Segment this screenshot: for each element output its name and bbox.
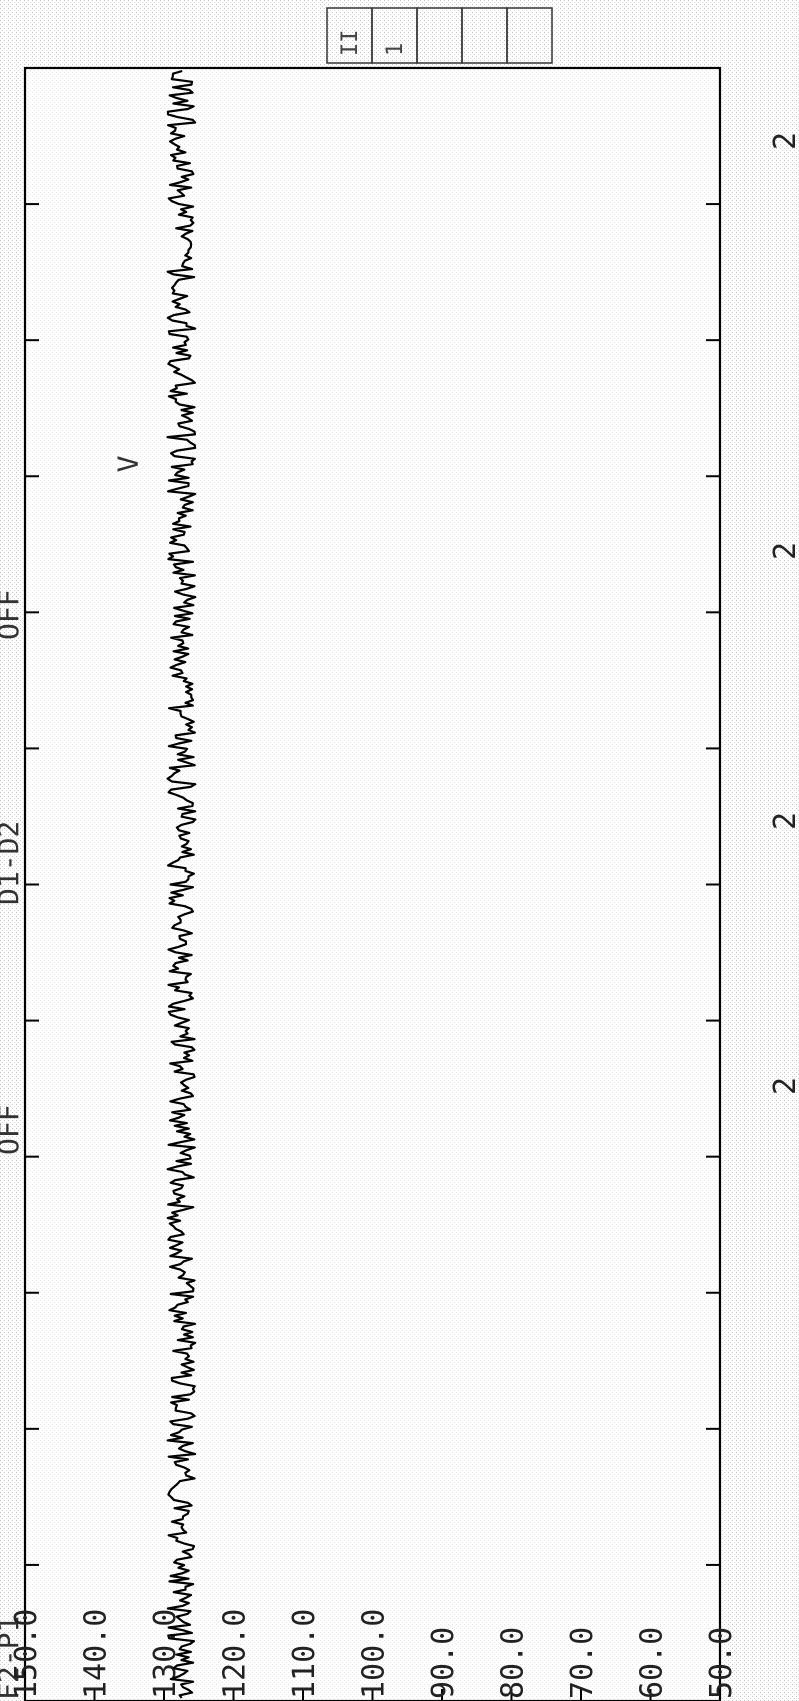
value-tick-label: 140.0 [79, 1609, 114, 1699]
header-channel: F2-P1 [0, 1616, 25, 1700]
edge-label: 2 [768, 1077, 799, 1095]
value-tick-label: 150.0 [9, 1609, 44, 1699]
time-axis [25, 67, 720, 1701]
value-tick-label: 110.0 [287, 1609, 322, 1699]
indicator-box-label: II [338, 30, 363, 57]
edge-label: 2 [768, 812, 799, 830]
event-marker: V [111, 455, 144, 472]
plot-area [25, 68, 720, 1701]
header-state-a: OFF [0, 1104, 25, 1155]
edge-label: 2 [768, 542, 799, 560]
data-trace [166, 69, 197, 1699]
value-tick-label: 60.0 [635, 1627, 670, 1699]
header-labels: F2-P1 OFF D1-D2 OFF [0, 589, 25, 1700]
bottom-labels: 2 2 2 2 [768, 132, 799, 1095]
header-state-c: OFF [0, 589, 25, 640]
indicator-boxes: II 1 [326, 7, 553, 64]
indicator-box-label: 1 [383, 43, 408, 56]
value-tick-label: 50.0 [704, 1627, 739, 1699]
value-tick-label: 70.0 [565, 1627, 600, 1699]
value-tick-label: 100.0 [357, 1609, 392, 1699]
edge-label: 2 [768, 132, 799, 150]
value-tick-label: 120.0 [218, 1609, 253, 1699]
value-tick-label: 90.0 [426, 1627, 461, 1699]
value-tick-label: 80.0 [496, 1627, 531, 1699]
indicator-box [506, 7, 553, 64]
header-label-b: D1-D2 [0, 821, 25, 905]
